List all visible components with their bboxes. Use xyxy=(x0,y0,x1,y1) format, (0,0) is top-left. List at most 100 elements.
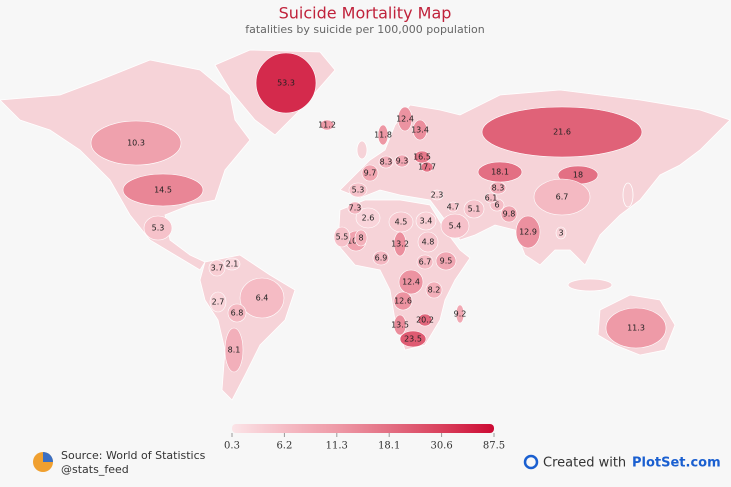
region xyxy=(333,226,351,248)
region xyxy=(605,307,667,349)
region-label: 10.3 xyxy=(127,139,145,148)
region-label: 3.7 xyxy=(211,264,224,273)
region-label: 21.6 xyxy=(553,128,571,137)
region-label: 6.8 xyxy=(231,309,244,318)
region xyxy=(361,164,379,182)
region-label: 17.7 xyxy=(418,163,436,172)
region-label: 5.5 xyxy=(336,233,349,242)
region xyxy=(393,231,407,257)
region-label: 2.3 xyxy=(431,191,444,200)
region-label: 13.4 xyxy=(411,126,429,135)
region xyxy=(122,173,204,207)
region xyxy=(209,291,227,313)
region xyxy=(347,201,363,215)
region-label: 12.9 xyxy=(519,228,537,237)
region xyxy=(417,313,433,327)
region-label: 14.5 xyxy=(154,186,172,195)
region xyxy=(223,257,241,271)
region-label: 13.5 xyxy=(391,321,409,330)
region xyxy=(447,201,459,213)
colorbar-tick-label: 30.6 xyxy=(430,441,452,452)
region-label: 9.8 xyxy=(503,210,516,219)
region xyxy=(440,213,470,239)
region xyxy=(415,211,437,231)
region xyxy=(425,281,443,299)
region-label: 9.2 xyxy=(454,310,467,319)
region-label: 5.3 xyxy=(152,224,165,233)
colorbar-ticks: 0.3 6.2 11.3 18.1 30.6 87.5 xyxy=(224,433,505,452)
region-label: 4.5 xyxy=(395,218,408,227)
credit-brand: PlotSet.com xyxy=(632,456,721,471)
region-label: 13.2 xyxy=(391,240,409,249)
region-label: 9.7 xyxy=(364,169,377,178)
region-label: 18.1 xyxy=(491,168,509,177)
region xyxy=(378,155,394,169)
region-label: 6.7 xyxy=(556,193,569,202)
region xyxy=(455,304,465,324)
region xyxy=(481,106,643,158)
region-label: 9.3 xyxy=(396,157,409,166)
region xyxy=(354,229,368,247)
region-label: 8.3 xyxy=(380,158,393,167)
region-label: 23.5 xyxy=(404,335,422,344)
region xyxy=(355,207,381,229)
region-label: 12.4 xyxy=(402,278,420,287)
region-label: 2.7 xyxy=(212,298,225,307)
region-label: 11.3 xyxy=(627,324,645,333)
region xyxy=(463,199,485,219)
region-label: 8.2 xyxy=(428,286,441,295)
region-label: 53.3 xyxy=(277,79,295,88)
colorbar-tick-label: 6.2 xyxy=(276,441,292,452)
region xyxy=(515,215,541,249)
region xyxy=(239,277,285,319)
region xyxy=(412,119,428,141)
colorbar xyxy=(232,424,494,433)
japan xyxy=(622,182,634,208)
region-label: 3 xyxy=(558,229,563,238)
region xyxy=(399,330,427,348)
region xyxy=(393,314,407,336)
plotset-logo xyxy=(523,454,539,470)
region xyxy=(224,327,244,373)
region-label: 6.9 xyxy=(375,254,388,263)
region xyxy=(393,291,413,311)
region xyxy=(208,259,226,277)
region-label: 18 xyxy=(573,171,583,180)
region-label: 2.1 xyxy=(226,260,239,269)
region xyxy=(255,52,317,114)
region-label: 6 xyxy=(494,201,499,210)
colorbar-tick-label: 0.3 xyxy=(224,441,240,452)
logo-part xyxy=(43,452,53,462)
region xyxy=(555,226,567,240)
region xyxy=(430,189,444,201)
region xyxy=(417,231,439,253)
region-label: 7.3 xyxy=(349,204,362,213)
region-label: 8.1 xyxy=(228,346,241,355)
colorbar-tick-label: 11.3 xyxy=(326,441,348,452)
indonesia xyxy=(567,278,613,292)
region xyxy=(500,205,518,223)
region-label: 20.2 xyxy=(416,316,434,325)
region xyxy=(420,161,434,173)
region xyxy=(319,119,335,131)
region xyxy=(348,182,368,198)
region xyxy=(143,215,173,241)
region xyxy=(533,178,591,216)
region-label: 12.4 xyxy=(396,115,414,124)
colorbar-tick-label: 18.1 xyxy=(378,441,400,452)
region-label: 6.7 xyxy=(419,258,432,267)
regions: 53.3 10.3 14.5 5.3 21.6 18.1 18 6.7 12.9 11.3 6.4 6… xyxy=(90,52,667,373)
region xyxy=(398,269,424,295)
region xyxy=(377,124,389,146)
region-label: 4.7 xyxy=(447,203,460,212)
region xyxy=(90,120,182,166)
region xyxy=(394,154,410,168)
region xyxy=(227,303,247,323)
south-america xyxy=(199,254,296,401)
handle: @stats_feed xyxy=(61,463,129,476)
uk xyxy=(356,140,368,160)
region-label: 6.4 xyxy=(256,294,269,303)
region-label: 11.8 xyxy=(374,131,392,140)
